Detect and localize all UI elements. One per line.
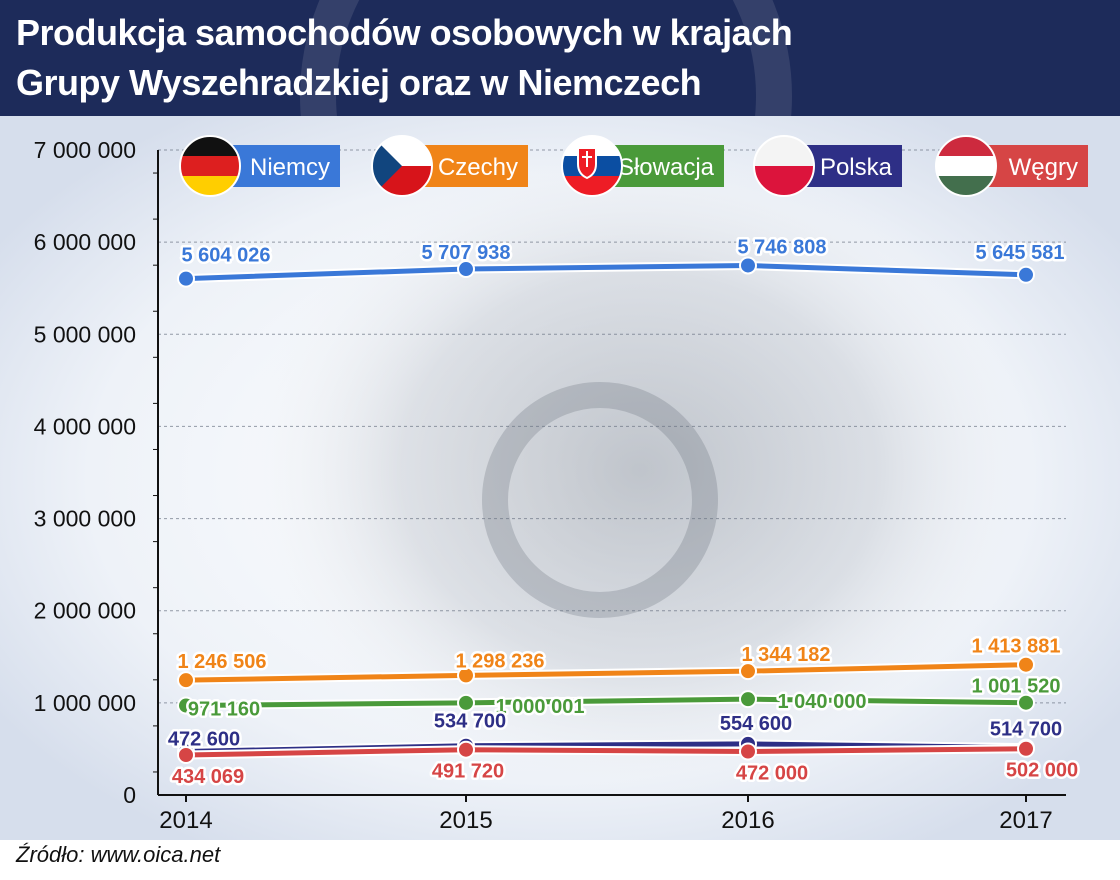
series-line [185,696,1027,709]
y-tick-label: 7 000 000 [34,137,136,163]
data-label-halo: 5 707 938 [422,242,511,264]
data-label: 5 604 026 [182,245,271,267]
legend-label: Czechy [438,154,518,181]
data-label-halo: 502 000 [1006,760,1078,782]
data-label-halo: 1 246 506 [178,651,267,673]
x-tick-label: 2016 [721,807,774,834]
y-tick-label: 4 000 000 [34,413,136,439]
data-label: 554 600 [720,713,792,735]
data-label: 1 246 506 [178,651,267,673]
legend-label: Węgry [1009,154,1078,181]
data-label: 534 700 [434,711,506,733]
legend-entry: Czechy [371,135,528,197]
y-tick-label: 0 [123,782,136,808]
source-note: Źródło: www.oica.net [16,842,221,867]
data-label: 5 645 581 [976,242,1065,264]
title-banner: Produkcja samochodów osobowych w krajach… [0,0,1120,342]
data-point [739,256,757,275]
data-label-halo: 434 069 [172,766,244,788]
background-wheel [482,382,718,618]
legend-label: Polska [820,154,893,181]
data-label: 502 000 [1006,760,1078,782]
data-point [739,742,757,761]
series-line [185,662,1027,683]
legend-entry: Polska [753,135,902,197]
legend-entry: Węgry [935,135,1088,197]
data-point [1017,265,1035,284]
legend-entry: Słowacja [561,135,724,197]
data-label: 434 069 [172,766,244,788]
chart-title-line-2: Grupy Wyszehradzkiej oraz w Niemczech [16,62,702,103]
data-point [177,269,195,288]
data-point [739,662,757,681]
data-label-halo: 5 645 581 [976,242,1065,264]
data-label: 5 707 938 [422,242,511,264]
y-tick-label: 2 000 000 [34,598,136,624]
data-label: 1 298 236 [456,650,545,672]
data-point [457,666,475,685]
data-label-halo: 1 040 000 [778,691,867,713]
legend-swatch [604,145,724,187]
data-label-halo: 472 600 [168,728,240,750]
y-tick-label: 3 000 000 [34,506,136,532]
data-label-halo: 1 298 236 [456,650,545,672]
data-point [177,696,195,715]
x-tick-label: 2017 [999,807,1052,834]
data-label-halo: 5 746 808 [738,236,827,258]
data-point [177,671,195,690]
data-point [457,740,475,759]
data-point [177,746,195,765]
chart-title-line-1: Produkcja samochodów osobowych w krajach [16,12,793,53]
legend-label: Niemcy [250,154,330,181]
data-label-halo: 1 001 520 [972,676,1061,698]
data-label: 491 720 [432,761,504,783]
legend-entry: Niemcy [179,135,340,197]
data-label: 472 600 [168,728,240,750]
x-tick-label: 2014 [159,807,212,834]
data-label: 1 344 182 [742,644,831,666]
legend-swatch [222,145,340,187]
data-point [1017,693,1035,712]
series-line [185,262,1027,282]
data-label: 1 413 881 [972,636,1061,658]
background-photo [240,140,1040,800]
data-label-halo: 971 160 [188,699,260,721]
line-chart: 0 1 000 000 2 000 000 3 000 000 4 000 000 5 0… [0,116,1120,840]
y-tick-label: 1 000 000 [34,690,136,716]
data-label: 971 160 [188,699,260,721]
data-label-halo: 5 604 026 [182,245,271,267]
data-point [457,260,475,279]
data-point [1017,739,1035,758]
data-label: 1 000 001 [496,696,585,718]
data-point [457,693,475,712]
data-label: 472 000 [736,763,808,785]
data-label-halo: 491 720 [432,761,504,783]
data-label-halo: 1 000 001 [496,696,585,718]
data-label: 1 040 000 [778,691,867,713]
y-tick-label: 6 000 000 [34,229,136,255]
data-label-halo: 1 344 182 [742,644,831,666]
data-label-halo: 534 700 [434,711,506,733]
data-label: 5 746 808 [738,236,827,258]
data-label-halo: 472 000 [736,763,808,785]
data-label: 1 001 520 [972,676,1061,698]
data-label: 514 700 [990,719,1062,741]
data-point [739,690,757,709]
data-label-halo: 514 700 [990,719,1062,741]
legend-label: Słowacja [618,154,715,181]
data-label-halo: 554 600 [720,713,792,735]
x-tick-label: 2015 [439,807,492,834]
data-label-halo: 1 413 881 [972,636,1061,658]
series-line [185,746,1027,758]
data-point [1017,655,1035,674]
y-tick-label: 5 000 000 [34,321,136,347]
